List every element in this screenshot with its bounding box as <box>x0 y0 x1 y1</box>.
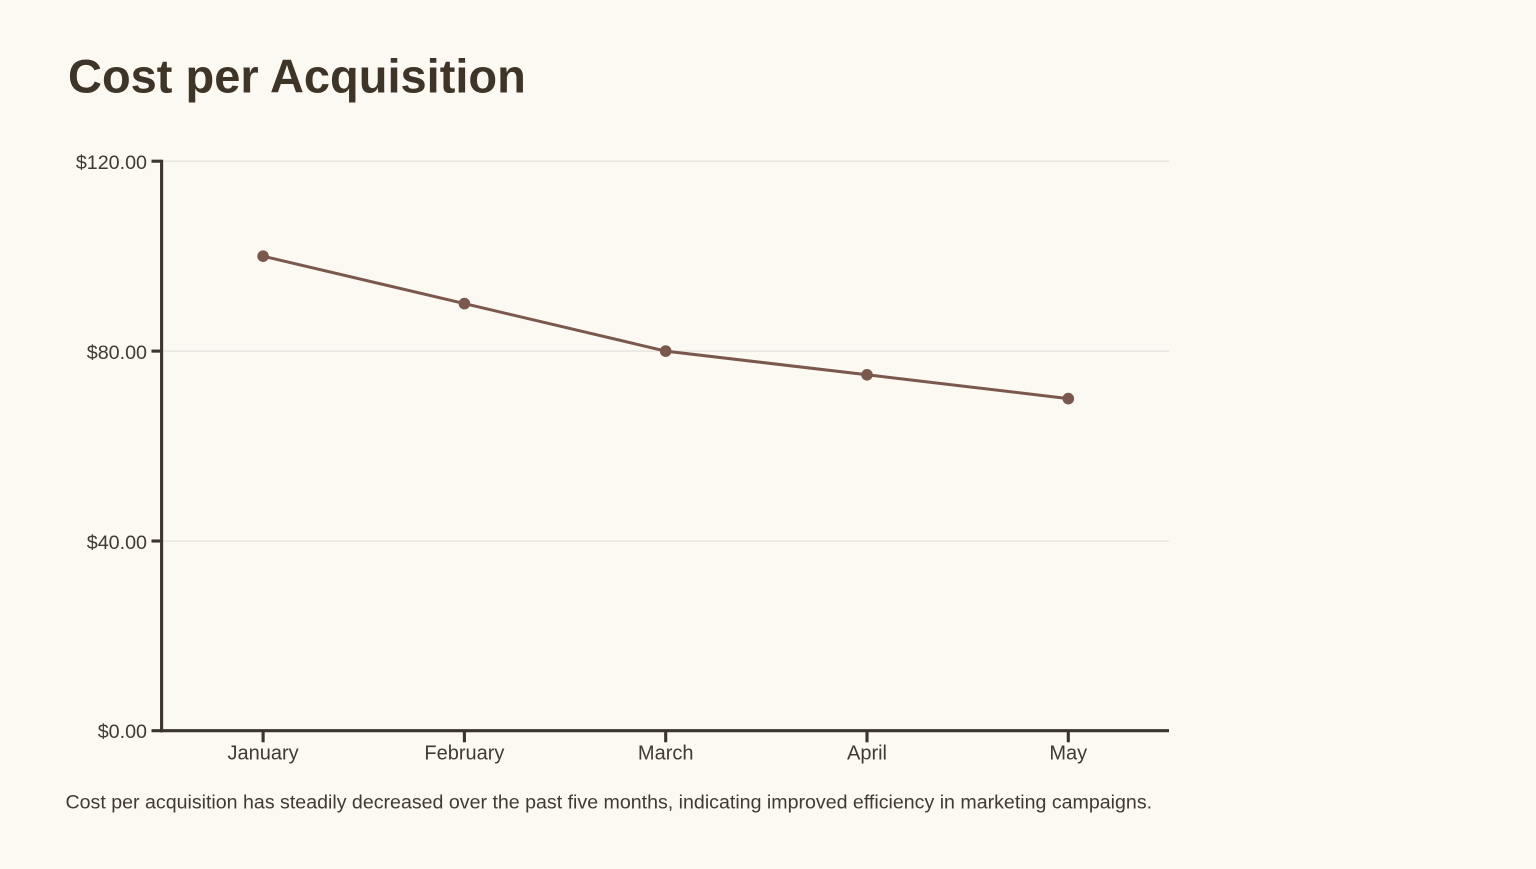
svg-text:$0.00: $0.00 <box>98 721 147 743</box>
svg-text:February: February <box>424 743 504 765</box>
svg-text:$40.00: $40.00 <box>87 532 147 554</box>
svg-text:$120.00: $120.00 <box>76 152 147 174</box>
svg-text:Cost per Acquisition: Cost per Acquisition <box>68 50 526 103</box>
svg-text:May: May <box>1049 743 1087 765</box>
svg-text:Cost per acquisition has stead: Cost per acquisition has steadily decrea… <box>66 792 1153 814</box>
svg-text:March: March <box>638 743 694 765</box>
svg-text:$80.00: $80.00 <box>87 342 147 364</box>
svg-text:April: April <box>847 743 887 765</box>
svg-text:January: January <box>228 743 299 765</box>
